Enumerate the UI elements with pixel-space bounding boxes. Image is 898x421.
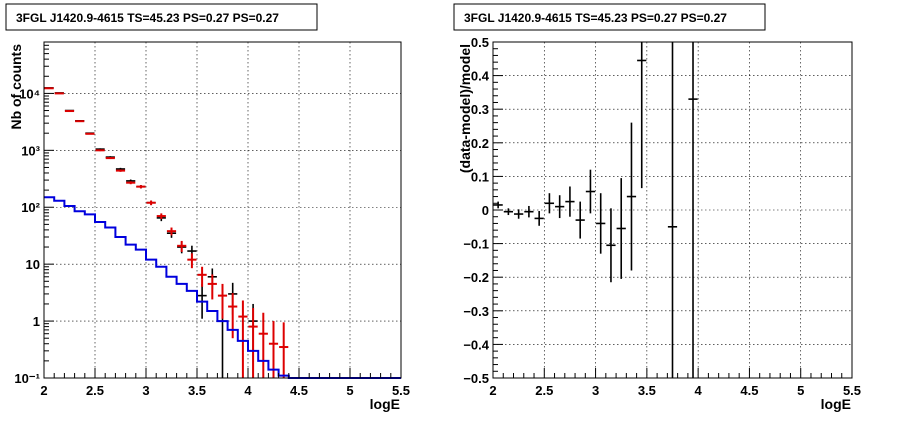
residual-y-axis: −0.5 −0.4 −0.3 −0.2 −0.1 0 0.1 0.2 0.3 0.4 0.5 [463,35,503,386]
counts-title: 3FGL J1420.9-4615 TS=45.23 PS=0.27 PS=0.… [16,11,279,25]
residual-y-tick-label: −0.5 [463,371,489,386]
counts-model-red-point [64,110,75,113]
residual-y-tick-label: 0.4 [471,69,490,84]
residual-x-tick-label: 4.5 [740,383,758,398]
residual-residual-black-point [616,178,626,279]
residual-residual-black-point [524,205,534,218]
residual-panel: 3FGL J1420.9-4615 TS=45.23 PS=0.27 PS=0.… [453,3,861,412]
residual-x-tick-label: 5.5 [843,383,861,398]
counts-x-label: logE [370,396,400,412]
counts-model-red-point [177,240,187,252]
counts-x-tick-label: 2.5 [86,383,104,398]
counts-model-red-point [248,307,258,378]
counts-model-red-point [85,132,95,135]
residual-residual-black-point [626,122,637,271]
residual-y-tick-label: 0.5 [471,35,489,50]
counts-model-red-point [268,321,279,378]
residual-residual-black-point [503,208,514,216]
counts-model-red-point [217,283,228,319]
counts-panel: 3FGL J1420.9-4615 TS=45.23 PS=0.27 PS=0.… [5,3,410,412]
counts-x-tick-label: 5.5 [392,383,410,398]
residual-residual-black-point [493,201,503,209]
counts-model-red-point [238,300,248,378]
residual-x-axis: 2 2.5 3 3.5 4 4.5 5 5.5 [489,368,861,398]
residual-y-label: (data-model)/model [457,44,473,173]
residual-y-tick-label: 0.1 [471,169,489,184]
counts-grid [44,42,401,378]
residual-residual-black-point [606,208,616,283]
residual-y-tick-label: 0 [482,203,489,218]
counts-model-red-point [166,227,177,236]
residual-residual-black-point [514,209,524,219]
residual-x-tick-label: 2.5 [535,383,553,398]
counts-y-tick-label: 10² [21,200,40,215]
residual-residual-black-point [534,211,544,226]
counts-model-red-point [187,253,197,269]
counts-model-red-point [156,213,166,220]
counts-model-red-point [146,200,156,206]
counts-model-red-point [258,312,268,378]
counts-y-tick-label: 10³ [21,143,40,158]
counts-model-red-point [279,322,289,378]
counts-y-label: Nb of counts [8,44,24,130]
residual-residual-black-point [585,169,596,214]
residual-grid [493,42,852,378]
counts-model-red-point [228,293,238,339]
residual-y-tick-label: −0.4 [463,337,489,352]
residual-residual-black-point [667,42,678,378]
residual-y-tick-label: −0.1 [463,237,489,252]
counts-x-tick-label: 3.5 [188,383,206,398]
residual-title: 3FGL J1420.9-4615 TS=45.23 PS=0.27 PS=0.… [464,11,727,25]
counts-y-tick-label: 1 [33,314,40,329]
counts-y-tick-label: 10⁴ [19,86,40,101]
counts-y-tick-label: 10 [26,257,40,272]
residual-x-tick-label: 3 [592,383,599,398]
residual-title-box [453,3,766,31]
residual-residual-black-point [555,195,565,219]
counts-series [44,87,401,379]
counts-y-tick-label: 10⁻¹ [14,371,40,386]
residual-y-tick-label: 0.2 [471,136,489,151]
residual-x-label: logE [821,396,851,412]
counts-y-axis: 10⁻¹ 1 10 10² 10³ 10⁴ [14,41,54,386]
counts-model-red-point [126,181,136,185]
counts-x-tick-label: 4.5 [290,383,308,398]
residual-residual-black-point [565,186,575,217]
counts-x-tick-label: 5 [346,383,353,398]
counts-model-red-point [136,185,146,189]
counts-model-red-point [197,266,207,287]
counts-model-red-point [105,157,115,160]
residual-x-tick-label: 5 [797,383,804,398]
counts-model-step-line [44,196,401,379]
residual-x-tick-label: 4 [695,383,703,398]
counts-model-red-point [75,120,85,123]
counts-model-red-point [207,274,217,300]
residual-y-tick-label: −0.3 [463,304,489,319]
residual-residual-black-point [544,193,555,214]
counts-x-tick-label: 2 [40,383,47,398]
counts-model-red-point [115,169,126,172]
residual-residual-black-point [688,42,698,378]
residual-residual-black-point [575,201,585,239]
residual-y-tick-label: −0.2 [463,270,489,285]
residual-x-tick-label: 2 [489,383,496,398]
residual-residual-black-point [596,193,606,254]
counts-x-axis: 2 2.5 3 3.5 4 4.5 5 5.5 [40,368,410,398]
counts-title-box [5,3,318,31]
residual-series [493,42,698,378]
counts-model-red-point [95,149,105,152]
counts-x-tick-label: 3 [142,383,149,398]
residual-x-tick-label: 3.5 [638,383,656,398]
residual-y-tick-label: 0.3 [471,102,489,117]
counts-x-tick-label: 4 [244,383,252,398]
residual-residual-black-point [637,42,647,189]
